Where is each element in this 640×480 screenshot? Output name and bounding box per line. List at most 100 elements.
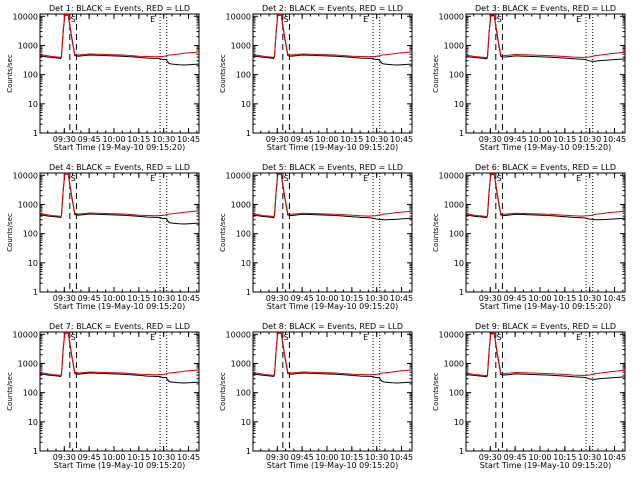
x-tick-label: 09:30 xyxy=(479,135,502,144)
x-tick-label: 10:30 xyxy=(365,135,388,144)
panel-title: Det 1: BLACK = Events, RED = LLD xyxy=(49,4,190,13)
x-tick-label: 09:30 xyxy=(53,135,76,144)
x-tick-label: 10:00 xyxy=(528,294,551,303)
annotation-e: E xyxy=(150,333,155,342)
annotation-s: S xyxy=(497,174,502,183)
x-tick-label: 10:00 xyxy=(102,453,125,462)
y-tick-label: 1000 xyxy=(231,359,251,368)
y-tick-label: 10 xyxy=(28,100,38,109)
y-axis-label: Counts/sec xyxy=(6,372,14,411)
y-tick-label: 100 xyxy=(449,230,464,239)
annotation-s: S xyxy=(284,174,289,183)
y-tick-label: 1000 xyxy=(444,200,464,209)
x-tick-label: 10:15 xyxy=(127,294,150,303)
panel-det-4: Det 4: BLACK = Events, RED = LLD 1 10 100 10… xyxy=(6,163,200,311)
y-tick-label: 10 xyxy=(28,259,38,268)
x-tick-label: 10:00 xyxy=(528,453,551,462)
y-tick-label: 10 xyxy=(241,418,251,427)
x-tick-label: 10:00 xyxy=(315,453,338,462)
y-tick-label: 1000 xyxy=(231,200,251,209)
x-tick-label: 10:00 xyxy=(315,135,338,144)
annotation-e: E xyxy=(363,174,368,183)
x-axis-label: Start Time (19-May-10 09:15:20) xyxy=(54,461,185,470)
x-tick-label: 10:00 xyxy=(315,294,338,303)
panel-det-8: Det 8: BLACK = Events, RED = LLD 1 10 100 10… xyxy=(219,322,413,470)
x-tick-label: 10:45 xyxy=(390,453,413,462)
annotation-s: S xyxy=(497,333,502,342)
x-axis-label: Start Time (19-May-10 09:15:20) xyxy=(54,143,185,152)
y-axis-label: Counts/sec xyxy=(432,54,440,93)
annotation-e: E xyxy=(576,333,581,342)
x-tick-label: 10:15 xyxy=(553,453,576,462)
y-axis-label: Counts/sec xyxy=(6,54,14,93)
x-tick-label: 10:00 xyxy=(102,135,125,144)
x-tick-label: 10:45 xyxy=(603,453,626,462)
plot-frame xyxy=(465,172,626,293)
series-events xyxy=(39,14,200,66)
x-tick-label: 10:30 xyxy=(152,135,175,144)
y-tick-label: 10000 xyxy=(13,171,38,180)
y-tick-label: 100 xyxy=(236,71,251,80)
annotation-e: E xyxy=(363,15,368,24)
y-tick-label: 10000 xyxy=(226,12,251,21)
x-tick-label: 10:15 xyxy=(340,135,363,144)
x-tick-label: 10:30 xyxy=(578,135,601,144)
x-tick-label: 10:15 xyxy=(340,294,363,303)
y-tick-label: 10000 xyxy=(439,171,464,180)
y-tick-label: 1 xyxy=(459,288,464,297)
y-tick-label: 10 xyxy=(454,418,464,427)
x-axis-label: Start Time (19-May-10 09:15:20) xyxy=(480,461,611,470)
series-events xyxy=(39,332,200,384)
y-tick-label: 1 xyxy=(246,447,251,456)
panel-det-6: Det 6: BLACK = Events, RED = LLD 1 10 100 10… xyxy=(432,163,626,311)
series-lld xyxy=(465,332,626,377)
x-tick-label: 09:30 xyxy=(266,453,289,462)
y-tick-label: 10 xyxy=(454,259,464,268)
x-tick-label: 10:30 xyxy=(578,294,601,303)
y-tick-label: 10000 xyxy=(226,171,251,180)
annotation-e: E xyxy=(150,15,155,24)
series-lld xyxy=(252,173,413,218)
y-tick-label: 1000 xyxy=(444,359,464,368)
x-axis-label: Start Time (19-May-10 09:15:20) xyxy=(54,302,185,311)
annotation-s: S xyxy=(284,333,289,342)
x-axis-label: Start Time (19-May-10 09:15:20) xyxy=(480,143,611,152)
panel-det-3: Det 3: BLACK = Events, RED = LLD 1 10 100 10… xyxy=(432,4,626,152)
y-tick-label: 10000 xyxy=(439,12,464,21)
annotation-s: S xyxy=(284,15,289,24)
x-tick-label: 09:45 xyxy=(78,294,101,303)
x-tick-label: 09:30 xyxy=(479,294,502,303)
panel-det-9: Det 9: BLACK = Events, RED = LLD 1 10 100 10… xyxy=(432,322,626,470)
y-tick-label: 1000 xyxy=(444,41,464,50)
series-events xyxy=(39,173,200,225)
x-tick-label: 09:45 xyxy=(504,453,527,462)
series-events xyxy=(465,173,626,221)
y-axis-label: Counts/sec xyxy=(219,213,227,252)
y-tick-label: 10 xyxy=(241,259,251,268)
x-tick-label: 09:45 xyxy=(78,453,101,462)
y-tick-label: 10 xyxy=(454,100,464,109)
y-tick-label: 10000 xyxy=(13,12,38,21)
y-tick-label: 1 xyxy=(459,129,464,138)
x-tick-label: 09:30 xyxy=(266,294,289,303)
y-tick-label: 1 xyxy=(246,129,251,138)
y-tick-label: 100 xyxy=(236,230,251,239)
x-tick-label: 09:45 xyxy=(504,135,527,144)
x-tick-label: 09:30 xyxy=(266,135,289,144)
y-tick-label: 10 xyxy=(241,100,251,109)
y-axis-label: Counts/sec xyxy=(219,372,227,411)
x-tick-label: 10:15 xyxy=(553,294,576,303)
annotation-s: S xyxy=(71,174,76,183)
y-tick-label: 1000 xyxy=(18,359,38,368)
x-tick-label: 10:30 xyxy=(365,294,388,303)
plot-frame xyxy=(39,172,200,293)
series-events xyxy=(252,14,413,66)
x-tick-label: 10:45 xyxy=(603,294,626,303)
plot-frame xyxy=(252,331,413,452)
y-axis-label: Counts/sec xyxy=(219,54,227,93)
panel-det-1: Det 1: BLACK = Events, RED = LLD 1 10 100 10… xyxy=(6,4,200,152)
x-tick-label: 10:45 xyxy=(177,135,200,144)
y-tick-label: 100 xyxy=(236,389,251,398)
x-tick-label: 09:45 xyxy=(291,453,314,462)
